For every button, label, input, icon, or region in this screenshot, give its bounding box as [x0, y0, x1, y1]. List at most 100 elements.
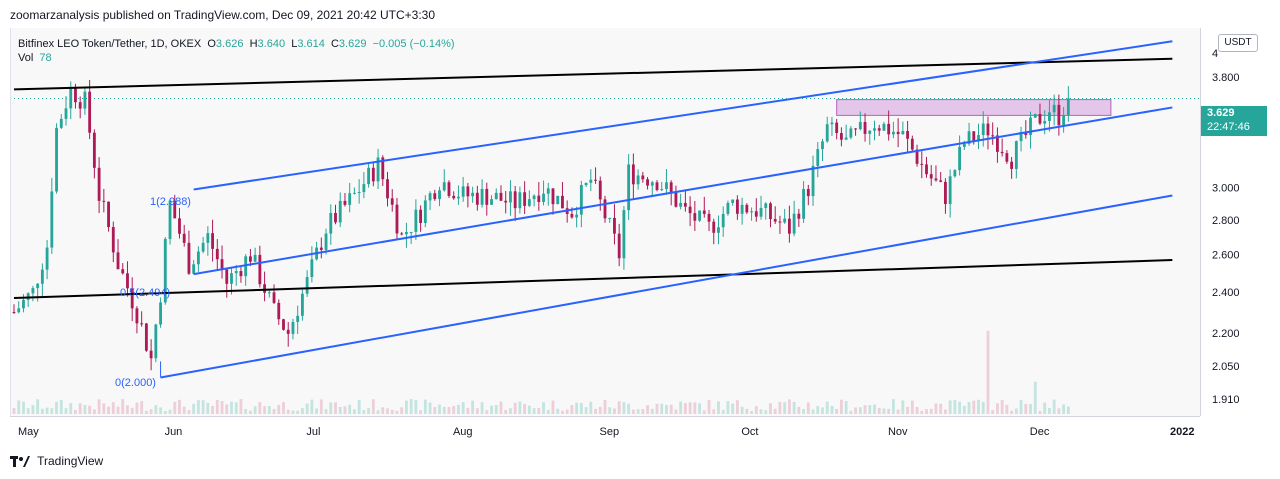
candle-body: [348, 193, 352, 205]
candle-body: [806, 189, 810, 197]
candle-body: [305, 277, 309, 294]
candle-body: [570, 213, 574, 218]
volume-bar: [863, 405, 867, 414]
candle-body: [395, 204, 399, 234]
volume-bar: [92, 409, 96, 414]
volume-bar: [461, 402, 465, 414]
candle-body: [551, 188, 555, 205]
footer-brand[interactable]: TradingView: [10, 454, 103, 468]
candle-body: [764, 203, 768, 208]
volume-bar: [542, 402, 545, 414]
candle-body: [556, 195, 560, 205]
candle-body: [509, 191, 512, 203]
volume-bar: [296, 410, 300, 414]
candle-body: [1052, 104, 1056, 113]
candle-body: [140, 323, 144, 325]
volume-bar: [750, 410, 753, 414]
volume-bar: [130, 407, 134, 414]
candle-body: [40, 269, 44, 284]
candle-body: [929, 174, 933, 179]
volume-bar: [74, 409, 77, 414]
volume-bar: [551, 400, 555, 414]
volume-bar: [835, 408, 839, 414]
volume-bar: [196, 400, 200, 414]
volume-bar: [891, 399, 895, 414]
candle-body: [201, 242, 205, 252]
candle-body: [59, 118, 63, 128]
candle-body: [920, 163, 924, 165]
candle-body: [55, 127, 58, 192]
candle-body: [622, 210, 626, 259]
volume-bar: [622, 401, 626, 414]
volume-bar: [806, 402, 810, 414]
volume-bar: [230, 401, 233, 414]
price-axis[interactable]: [1200, 28, 1280, 416]
candle-body: [1010, 161, 1014, 169]
candle-body: [376, 157, 380, 182]
candle-body: [187, 242, 191, 274]
candle-body: [334, 212, 337, 223]
volume-bar: [783, 402, 787, 414]
candle-body: [447, 182, 451, 196]
candle-body: [466, 186, 470, 197]
volume-bar: [537, 408, 541, 414]
volume-bar: [665, 404, 668, 414]
candle-body: [915, 149, 919, 164]
volume-bar: [263, 406, 267, 414]
volume-bar: [896, 409, 900, 414]
volume-bar: [1014, 408, 1018, 414]
candle-body: [1038, 114, 1042, 124]
volume-bar: [669, 404, 673, 414]
time-axis[interactable]: [10, 416, 1200, 445]
volume-bar: [575, 402, 579, 414]
candle-body: [844, 137, 848, 140]
volume-bar: [40, 408, 44, 414]
candle-body: [400, 233, 404, 235]
candle-body: [144, 323, 148, 351]
close-label: C: [330, 38, 339, 50]
candle-body: [343, 200, 347, 205]
high-value: 3.640: [257, 38, 286, 50]
candle-body: [88, 91, 92, 133]
bar-countdown: 22:47:46: [1207, 121, 1250, 133]
x-tick-label: Jun: [165, 426, 183, 438]
candle-body: [405, 232, 408, 235]
volume-bar: [887, 408, 891, 414]
volume-bar: [272, 409, 276, 414]
volume-bar: [532, 408, 536, 414]
volume-bar: [215, 400, 219, 414]
volume-bar: [277, 404, 281, 414]
volume-bar: [920, 410, 924, 414]
volume-bar: [1024, 403, 1028, 414]
volume-bar: [367, 408, 371, 414]
volume-bar: [589, 401, 593, 414]
volume-bar: [683, 403, 687, 414]
y-tick-label: 2.400: [1212, 287, 1240, 299]
volume-bar: [405, 400, 408, 414]
volume-bar: [811, 409, 815, 414]
x-tick-label: Dec: [1030, 426, 1050, 438]
candle-body: [178, 218, 181, 234]
candle-body: [78, 102, 82, 109]
low-value: 3.614: [297, 38, 325, 50]
y-tick-label: 3.800: [1212, 72, 1240, 84]
candle-body: [631, 164, 635, 185]
candle-body: [660, 189, 664, 191]
volume-bar: [986, 330, 990, 414]
volume-value: 78: [39, 52, 52, 64]
candle-body: [759, 207, 763, 217]
candle-body: [423, 200, 427, 224]
publish-bar: zoomarzanalysis published on TradingView…: [0, 0, 1280, 28]
candle-body: [887, 123, 891, 135]
volume-bar: [977, 399, 980, 414]
candle-body: [967, 131, 971, 144]
y-tick-label: 2.200: [1212, 328, 1240, 340]
currency-button[interactable]: USDT: [1218, 34, 1258, 52]
volume-bar: [1057, 408, 1061, 414]
candle-body: [390, 198, 394, 205]
candle-body: [248, 256, 252, 262]
volume-bar: [527, 405, 531, 414]
candle-body: [839, 133, 843, 140]
candle-body: [688, 206, 692, 214]
